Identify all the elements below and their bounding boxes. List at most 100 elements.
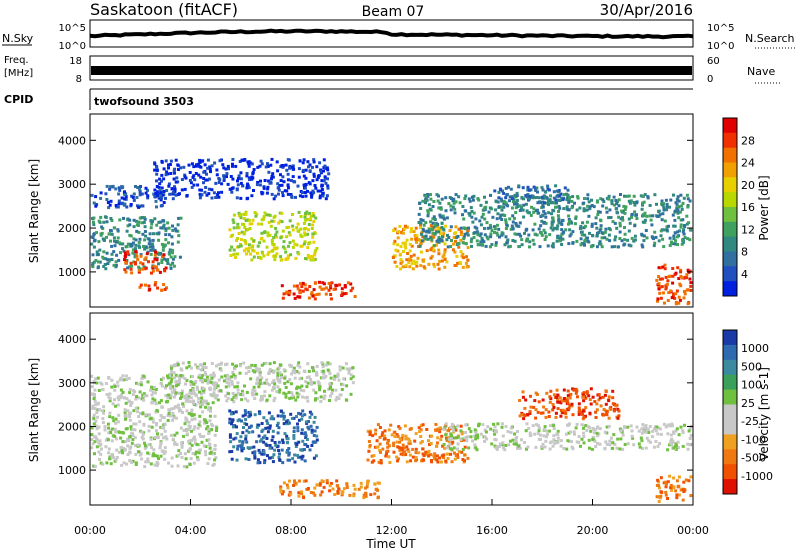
- data-cell: [190, 438, 194, 442]
- data-cell: [607, 395, 611, 399]
- data-cell: [659, 494, 663, 498]
- data-cell: [261, 428, 265, 432]
- data-cell: [566, 394, 570, 398]
- data-cell: [158, 194, 162, 198]
- data-cell: [682, 296, 686, 300]
- data-cell: [434, 223, 438, 227]
- data-cell: [603, 393, 607, 397]
- data-cell: [290, 372, 294, 376]
- data-cell: [252, 239, 256, 243]
- data-cell: [260, 231, 264, 235]
- data-cell: [198, 363, 202, 367]
- data-cell: [105, 251, 109, 255]
- data-cell: [319, 169, 323, 173]
- data-cell: [589, 387, 593, 391]
- data-cell: [302, 389, 306, 393]
- data-cell: [619, 193, 622, 196]
- data-cell: [153, 436, 157, 439]
- data-cell: [172, 395, 176, 399]
- data-cell: [323, 394, 327, 398]
- data-cell: [150, 446, 154, 450]
- data-cell: [266, 162, 269, 166]
- data-cell: [148, 245, 152, 249]
- data-cell: [208, 387, 212, 391]
- data-cell: [153, 194, 157, 198]
- data-cell: [473, 428, 477, 432]
- data-cell: [456, 242, 460, 246]
- data-cell: [113, 226, 117, 230]
- data-cell: [293, 453, 297, 457]
- data-cell: [541, 200, 545, 204]
- data-cell: [230, 422, 233, 426]
- data-cell: [543, 212, 547, 216]
- data-cell: [313, 493, 317, 497]
- data-cell: [299, 233, 303, 237]
- data-cell: [134, 185, 137, 188]
- data-cell: [102, 237, 105, 241]
- data-cell: [432, 244, 436, 248]
- data-cell: [220, 182, 224, 186]
- data-cell: [110, 219, 114, 222]
- data-cell: [95, 445, 99, 449]
- data-cell: [97, 240, 101, 244]
- data-cell: [308, 410, 312, 414]
- data-cell: [152, 232, 155, 236]
- data-cell: [467, 226, 470, 230]
- data-cell: [139, 253, 143, 257]
- data-cell: [148, 232, 152, 236]
- data-cell: [598, 427, 602, 431]
- data-cell: [458, 227, 461, 231]
- data-cell: [177, 449, 181, 453]
- data-cell: [132, 422, 136, 426]
- data-cell: [119, 251, 122, 255]
- data-cell: [257, 434, 261, 438]
- data-cell: [177, 234, 181, 238]
- data-cell: [491, 215, 495, 219]
- data-cell: [641, 423, 645, 427]
- data-cell: [156, 268, 160, 272]
- data-cell: [293, 376, 297, 380]
- data-cell: [324, 166, 328, 170]
- data-band: [518, 387, 621, 421]
- data-cell: [213, 447, 217, 451]
- data-cell: [582, 201, 586, 205]
- data-cell: [141, 437, 145, 441]
- data-cell: [217, 195, 221, 199]
- data-cell: [168, 163, 172, 166]
- data-cell: [132, 198, 136, 202]
- data-cell: [396, 435, 400, 439]
- data-cell: [672, 431, 676, 435]
- data-cell: [234, 410, 238, 414]
- data-cell: [462, 241, 465, 245]
- freq-tick-bottom: 8: [76, 74, 82, 85]
- data-cell: [598, 218, 602, 222]
- data-cell: [351, 366, 355, 370]
- data-cell: [439, 207, 443, 211]
- data-cell: [605, 210, 609, 214]
- data-cell: [162, 450, 166, 454]
- data-cell: [535, 186, 539, 190]
- data-cell: [581, 412, 584, 416]
- data-cell: [120, 201, 124, 205]
- data-cell: [172, 191, 175, 195]
- data-cell: [232, 213, 236, 217]
- data-cell: [166, 376, 170, 380]
- data-cell: [395, 440, 399, 444]
- data-cell: [379, 450, 382, 454]
- data-cell: [258, 164, 262, 168]
- data-cell: [230, 245, 234, 249]
- data-cell: [657, 239, 661, 243]
- data-cell: [541, 188, 545, 192]
- data-cell: [231, 371, 235, 374]
- data-cell: [447, 202, 451, 206]
- data-cell: [680, 276, 684, 280]
- data-cell: [149, 416, 153, 420]
- data-cell: [613, 221, 617, 225]
- data-cell: [90, 242, 94, 246]
- data-cell: [229, 175, 233, 178]
- data-cell: [676, 195, 680, 199]
- data-cell: [403, 424, 407, 428]
- data-cell: [249, 413, 253, 417]
- data-cell: [474, 217, 478, 221]
- data-cell: [592, 431, 596, 435]
